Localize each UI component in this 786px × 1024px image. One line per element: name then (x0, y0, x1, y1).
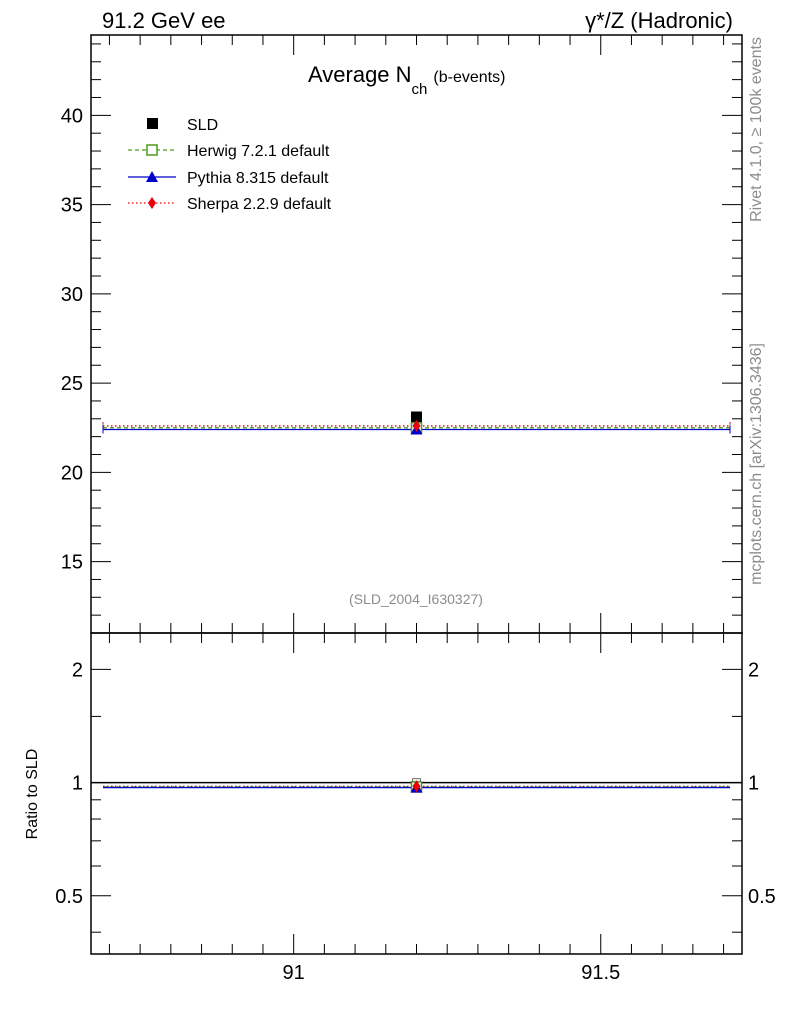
mcplots-label: mcplots.cern.ch [arXiv:1306.3436] (748, 343, 765, 585)
main-ytick-label: 30 (61, 284, 83, 306)
main-ytick-label: 35 (61, 195, 83, 217)
ratio-ytick-label: 2 (72, 659, 83, 681)
analysis-watermark: (SLD_2004_I630327) (349, 591, 483, 607)
ratio-ytick-label: 1 (72, 773, 83, 795)
legend-label-herwig: Herwig 7.2.1 default (187, 143, 330, 160)
title-sub: ch (412, 81, 428, 98)
legend-label-sld: SLD (187, 117, 218, 134)
x-tick-labels: 91 91.5 (283, 962, 621, 984)
data-point-sld (411, 411, 422, 423)
legend-label-sherpa: Sherpa 2.2.9 default (187, 196, 332, 213)
header-left: 91.2 GeV ee (102, 8, 226, 33)
main-marker-sherpa (412, 419, 421, 432)
rivet-label: Rivet 4.1.0, ≥ 100k events (748, 37, 765, 222)
ratio-ytick-label-right: 2 (748, 659, 759, 681)
main-ytick-label: 25 (61, 373, 83, 395)
legend-entry-herwig: Herwig 7.2.1 default (128, 143, 330, 160)
legend-entry-sld: SLD (147, 117, 218, 134)
legend-label-pythia: Pythia 8.315 default (187, 170, 329, 187)
header-right: γ*/Z (Hadronic) (585, 8, 733, 33)
legend-entry-pythia: Pythia 8.315 default (128, 170, 329, 187)
main-plot-marks (102, 411, 731, 435)
ratio-ytick-label: 0.5 (55, 886, 83, 908)
legend-marker-pythia (146, 171, 158, 182)
xtick-label: 91 (283, 962, 305, 984)
ratio-ylabel: Ratio to SLD (24, 749, 41, 840)
legend-entry-sherpa: Sherpa 2.2.9 default (128, 196, 332, 213)
main-ytick-label: 15 (61, 552, 83, 574)
axis-ticks (91, 35, 742, 954)
legend-marker-herwig (146, 144, 158, 156)
main-ytick-label: 40 (61, 105, 83, 127)
ratio-plot-marks (91, 778, 742, 793)
legend-marker-sld (147, 118, 158, 129)
y-tick-labels: 15 20 25 30 35 40 0.5 0.5 1 1 2 2 (55, 105, 776, 907)
ratio-marker-sherpa (412, 780, 421, 793)
ratio-ytick-label-right: 1 (748, 773, 759, 795)
legend-marker-sherpa (148, 197, 156, 209)
plot-title: Average Nch (b-events) (308, 62, 505, 98)
ratio-panel-frame (90, 632, 743, 955)
ratio-ytick-label-right: 0.5 (748, 886, 776, 908)
title-main: Average N (308, 62, 412, 87)
title-suffix: (b-events) (433, 69, 505, 86)
legend: SLD Herwig 7.2.1 default Pythia 8.315 de… (128, 117, 332, 213)
xtick-label: 91.5 (581, 962, 620, 984)
main-ytick-label: 20 (61, 462, 83, 484)
